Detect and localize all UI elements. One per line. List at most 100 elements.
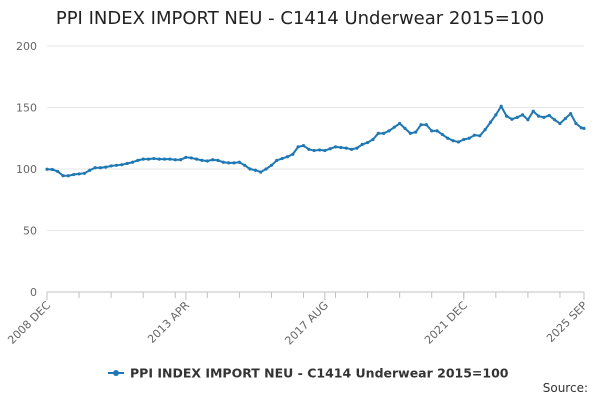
data-point-98[interactable] bbox=[569, 112, 573, 116]
data-point-94[interactable] bbox=[547, 113, 551, 118]
data-point-33[interactable] bbox=[221, 160, 225, 164]
data-point-16[interactable] bbox=[130, 160, 135, 164]
data-point-75[interactable] bbox=[446, 136, 450, 140]
data-point-5[interactable] bbox=[72, 172, 76, 177]
data-point-60[interactable] bbox=[366, 140, 370, 145]
data-point-88[interactable] bbox=[515, 115, 519, 119]
data-point-48[interactable] bbox=[301, 144, 306, 148]
data-point-25[interactable] bbox=[178, 158, 183, 162]
data-point-35[interactable] bbox=[232, 161, 236, 165]
data-point-39[interactable] bbox=[253, 168, 257, 172]
data-point-84[interactable] bbox=[494, 113, 498, 117]
data-point-11[interactable] bbox=[104, 165, 108, 169]
data-point-34[interactable] bbox=[227, 161, 231, 165]
data-point-45[interactable] bbox=[285, 155, 290, 159]
data-point-21[interactable] bbox=[157, 157, 161, 161]
data-point-26[interactable] bbox=[184, 155, 188, 159]
data-point-72[interactable] bbox=[430, 129, 434, 133]
data-point-14[interactable] bbox=[120, 163, 124, 167]
data-point-95[interactable] bbox=[553, 118, 557, 122]
data-point-97[interactable] bbox=[563, 116, 567, 121]
data-point-18[interactable] bbox=[141, 157, 145, 161]
data-point-6[interactable] bbox=[77, 172, 81, 176]
data-point-71[interactable] bbox=[424, 123, 428, 127]
data-point-76[interactable] bbox=[451, 139, 455, 143]
data-point-82[interactable] bbox=[483, 128, 487, 132]
data-point-4[interactable] bbox=[66, 174, 70, 178]
data-point-59[interactable] bbox=[360, 142, 364, 146]
data-point-100[interactable] bbox=[579, 126, 583, 130]
data-point-91[interactable] bbox=[531, 109, 535, 113]
data-point-44[interactable] bbox=[280, 156, 284, 161]
data-point-86[interactable] bbox=[504, 114, 509, 118]
data-point-37[interactable] bbox=[243, 163, 247, 167]
data-point-85[interactable] bbox=[499, 104, 503, 108]
data-point-87[interactable] bbox=[510, 117, 514, 121]
data-point-17[interactable] bbox=[136, 158, 140, 162]
data-point-56[interactable] bbox=[344, 146, 348, 150]
data-point-1[interactable] bbox=[50, 167, 54, 172]
data-point-52[interactable] bbox=[323, 148, 327, 153]
data-point-22[interactable] bbox=[162, 157, 167, 161]
data-point-70[interactable] bbox=[419, 123, 423, 127]
data-point-15[interactable] bbox=[125, 161, 129, 166]
data-point-3[interactable] bbox=[61, 174, 65, 178]
data-point-49[interactable] bbox=[307, 147, 311, 151]
data-point-2[interactable] bbox=[56, 169, 60, 174]
data-point-64[interactable] bbox=[387, 129, 391, 133]
data-point-43[interactable] bbox=[275, 158, 279, 162]
data-point-40[interactable] bbox=[259, 170, 263, 174]
data-point-81[interactable] bbox=[478, 134, 482, 138]
data-point-53[interactable] bbox=[328, 147, 332, 151]
data-point-58[interactable] bbox=[355, 146, 359, 150]
data-point-77[interactable] bbox=[456, 140, 461, 144]
data-point-83[interactable] bbox=[488, 120, 493, 124]
data-point-92[interactable] bbox=[536, 114, 541, 118]
data-point-8[interactable] bbox=[88, 168, 92, 172]
data-point-13[interactable] bbox=[114, 163, 119, 167]
data-point-69[interactable] bbox=[414, 130, 418, 134]
data-point-99[interactable] bbox=[574, 121, 578, 126]
data-point-78[interactable] bbox=[462, 137, 466, 142]
data-point-90[interactable] bbox=[526, 118, 530, 122]
data-point-28[interactable] bbox=[195, 157, 199, 161]
data-point-46[interactable] bbox=[291, 152, 295, 156]
data-point-20[interactable] bbox=[152, 156, 156, 161]
data-point-74[interactable] bbox=[440, 132, 444, 137]
data-point-79[interactable] bbox=[467, 136, 471, 140]
data-point-54[interactable] bbox=[333, 145, 338, 149]
data-point-41[interactable] bbox=[264, 167, 268, 171]
data-point-55[interactable] bbox=[339, 145, 343, 150]
data-point-96[interactable] bbox=[558, 121, 562, 126]
data-point-9[interactable] bbox=[93, 166, 97, 170]
data-point-63[interactable] bbox=[382, 131, 386, 135]
data-point-31[interactable] bbox=[211, 158, 215, 162]
data-point-66[interactable] bbox=[398, 121, 402, 126]
data-point-51[interactable] bbox=[317, 148, 322, 152]
data-point-32[interactable] bbox=[216, 158, 220, 162]
data-point-19[interactable] bbox=[146, 157, 151, 161]
data-point-101[interactable] bbox=[582, 126, 586, 131]
data-point-67[interactable] bbox=[403, 126, 407, 131]
data-point-65[interactable] bbox=[392, 125, 396, 129]
data-point-61[interactable] bbox=[371, 137, 375, 142]
data-point-93[interactable] bbox=[542, 115, 546, 119]
data-point-68[interactable] bbox=[408, 131, 412, 135]
data-point-57[interactable] bbox=[349, 147, 354, 151]
data-point-24[interactable] bbox=[173, 158, 177, 162]
data-point-38[interactable] bbox=[248, 167, 252, 171]
data-point-0[interactable] bbox=[45, 167, 49, 171]
data-point-7[interactable] bbox=[82, 171, 86, 175]
data-point-30[interactable] bbox=[205, 159, 209, 163]
data-point-50[interactable] bbox=[312, 148, 316, 153]
data-point-80[interactable] bbox=[472, 133, 477, 137]
legend-label[interactable]: PPI INDEX IMPORT NEU - C1414 Underwear 2… bbox=[130, 366, 509, 381]
data-point-89[interactable] bbox=[520, 113, 525, 117]
data-point-12[interactable] bbox=[109, 164, 113, 168]
data-point-27[interactable] bbox=[189, 156, 193, 160]
data-point-42[interactable] bbox=[269, 163, 274, 167]
data-point-47[interactable] bbox=[296, 145, 300, 149]
data-point-10[interactable] bbox=[98, 166, 103, 170]
data-point-62[interactable] bbox=[376, 131, 380, 135]
data-point-36[interactable] bbox=[237, 160, 241, 164]
